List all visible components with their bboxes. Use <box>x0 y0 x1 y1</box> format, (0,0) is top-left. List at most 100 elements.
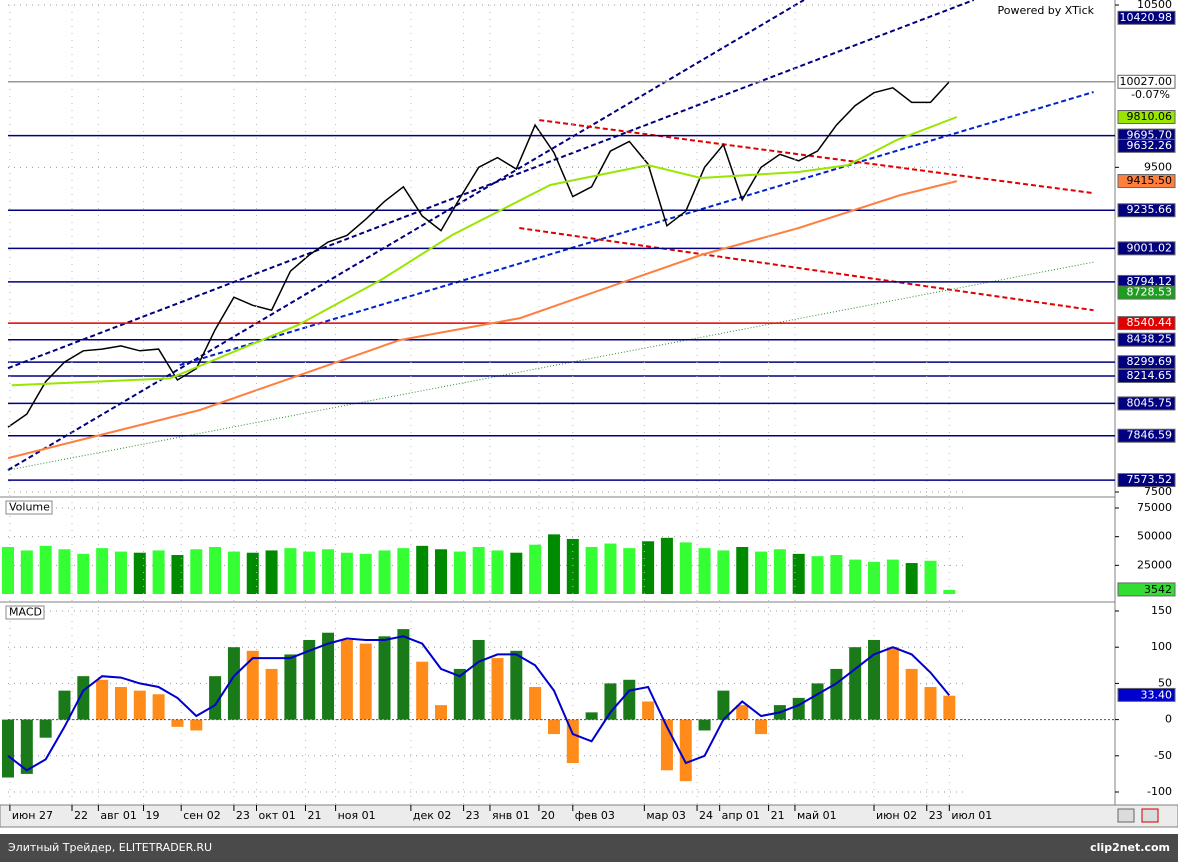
bar <box>698 548 711 594</box>
x-tick-label: 21 <box>307 809 321 822</box>
bar <box>416 661 429 720</box>
bar <box>755 551 768 594</box>
bar <box>472 546 485 594</box>
bar <box>886 647 899 720</box>
bar <box>585 712 598 720</box>
level-label: 9001.02 <box>1127 241 1173 254</box>
level-label-box <box>1117 355 1176 370</box>
level-label: 8438.25 <box>1127 333 1173 346</box>
level-label-box <box>1117 316 1176 331</box>
bar <box>96 679 109 720</box>
bar <box>529 687 542 720</box>
x-tick-label: май 01 <box>797 809 837 822</box>
panel-title: MACD <box>9 606 42 619</box>
y-tick-label: 50 <box>1158 676 1172 689</box>
level-label: 8794.12 <box>1127 275 1173 288</box>
bar <box>849 559 862 594</box>
bar <box>435 705 448 720</box>
footer-bar <box>0 834 1178 862</box>
bar <box>830 668 843 720</box>
level-label: 8299.69 <box>1127 355 1173 368</box>
toolbar-button[interactable] <box>1141 808 1159 823</box>
level-label: 8728.53 <box>1127 286 1173 299</box>
bar <box>849 647 862 720</box>
price-line <box>7 81 950 428</box>
x-tick-label: 23 <box>466 809 480 822</box>
indicator-line <box>7 635 951 772</box>
bar <box>792 553 805 594</box>
level-label-box <box>1117 285 1176 300</box>
bar <box>209 546 222 594</box>
change-label: -0.07% <box>1131 88 1170 101</box>
bar <box>133 690 146 720</box>
bar <box>453 668 466 720</box>
bar <box>905 563 918 594</box>
x-tick-label: ноя 01 <box>338 809 376 822</box>
bar <box>265 668 278 720</box>
level-label: 9632.26 <box>1127 139 1173 152</box>
bar <box>284 548 297 594</box>
y-tick-label: 50000 <box>1137 530 1172 543</box>
x-tick-label: авг 01 <box>100 809 136 822</box>
bar <box>190 719 203 731</box>
panel-title-box <box>5 605 45 620</box>
trend-line <box>7 0 805 471</box>
bar <box>679 719 692 782</box>
trend-line <box>519 227 1094 312</box>
bar <box>679 542 692 594</box>
value-label: 3542 <box>1144 583 1172 596</box>
y-tick-label: 100 <box>1151 640 1172 653</box>
bar <box>510 650 523 720</box>
bar <box>96 548 109 594</box>
bar <box>736 705 749 720</box>
level-label: 9415.50 <box>1127 174 1173 187</box>
x-tick-label: 22 <box>74 809 88 822</box>
bar <box>868 639 881 720</box>
bar <box>340 639 353 720</box>
bar <box>39 719 52 738</box>
level-label-box <box>1117 396 1176 411</box>
bar <box>435 549 448 594</box>
level-label: 8540.44 <box>1127 316 1173 329</box>
bar <box>886 559 899 594</box>
trend-line <box>539 119 1094 195</box>
x-tick-label: июн 02 <box>876 809 917 822</box>
trend-line <box>7 0 975 370</box>
bar <box>246 650 259 720</box>
bar <box>660 537 673 594</box>
bar <box>811 683 824 720</box>
footer-right: clip2net.com <box>1090 841 1170 854</box>
bar <box>190 549 203 594</box>
bar <box>58 690 71 720</box>
bar <box>171 555 184 594</box>
y-tick-label: -100 <box>1147 785 1172 798</box>
bar <box>114 551 127 594</box>
bar <box>623 548 636 594</box>
y-tick-label: 7500 <box>1144 485 1172 498</box>
x-tick-label: 24 <box>699 809 713 822</box>
bar <box>397 548 410 594</box>
bar <box>133 552 146 594</box>
bar <box>943 695 956 720</box>
bar <box>773 549 786 594</box>
bar <box>868 561 881 594</box>
toolbar-button[interactable] <box>1117 808 1135 823</box>
bar <box>943 589 956 594</box>
bar <box>39 545 52 594</box>
bar <box>265 550 278 594</box>
bar <box>152 550 165 594</box>
indicator-line <box>11 116 958 387</box>
x-tick-label: фев 03 <box>575 809 615 822</box>
x-tick-label: окт 01 <box>259 809 296 822</box>
bar <box>830 555 843 594</box>
bar <box>2 546 14 594</box>
x-tick-label: 21 <box>771 809 785 822</box>
bar <box>604 543 617 594</box>
trend-line <box>7 261 1094 471</box>
bar <box>623 679 636 720</box>
bar <box>566 719 579 764</box>
x-tick-label: июл 01 <box>951 809 992 822</box>
level-label: 9695.70 <box>1127 129 1173 142</box>
bar <box>397 629 410 720</box>
footer-left: Элитный Трейдер, ELITETRADER.RU <box>8 841 212 854</box>
